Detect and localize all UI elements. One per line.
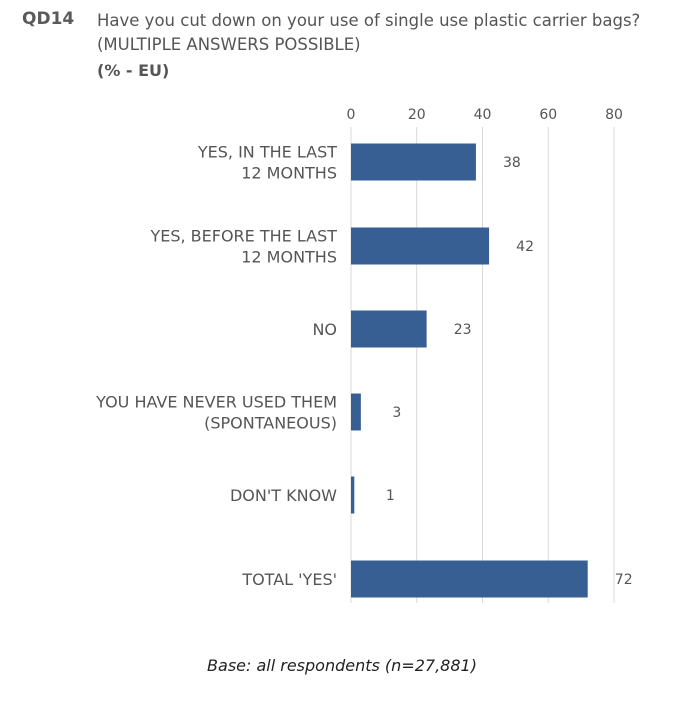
category-label: NO bbox=[312, 320, 337, 339]
base-note: Base: all respondents (n=27,881) bbox=[207, 656, 477, 675]
category-label: YOU HAVE NEVER USED THEM bbox=[95, 393, 337, 412]
bar bbox=[351, 310, 427, 348]
bar-chart: 0 20 40 60 80 YES, IN THE LAST 12 MONTHS 38 YES,… bbox=[95, 107, 633, 603]
question-text: Have you cut down on your use of single … bbox=[97, 11, 641, 54]
bar bbox=[351, 143, 476, 181]
x-tick-label: 60 bbox=[539, 107, 557, 123]
x-tick-label: 20 bbox=[408, 107, 426, 123]
category-label: YES, BEFORE THE LAST bbox=[149, 227, 337, 246]
category-label: (SPONTANEOUS) bbox=[204, 414, 337, 433]
category-label: YES, IN THE LAST bbox=[197, 143, 337, 162]
x-tick-label: 40 bbox=[474, 107, 492, 123]
chart-subtitle: (% - EU) bbox=[97, 61, 170, 80]
category-label: 12 MONTHS bbox=[241, 164, 337, 183]
question-code: QD14 bbox=[22, 9, 75, 29]
value-label: 23 bbox=[454, 322, 472, 338]
bar bbox=[351, 227, 490, 265]
value-label: 72 bbox=[615, 572, 633, 588]
category-label: 12 MONTHS bbox=[241, 248, 337, 267]
value-label: 42 bbox=[516, 239, 534, 255]
value-label: 1 bbox=[386, 488, 395, 504]
category-label: TOTAL 'YES' bbox=[241, 570, 337, 589]
bar bbox=[351, 476, 355, 514]
category-label: DON'T KNOW bbox=[230, 486, 337, 505]
bar bbox=[351, 393, 361, 431]
x-tick-label: 0 bbox=[347, 107, 356, 123]
x-tick-label: 80 bbox=[605, 107, 623, 123]
value-label: 3 bbox=[392, 405, 401, 421]
value-label: 38 bbox=[503, 155, 521, 171]
bar bbox=[351, 560, 588, 598]
